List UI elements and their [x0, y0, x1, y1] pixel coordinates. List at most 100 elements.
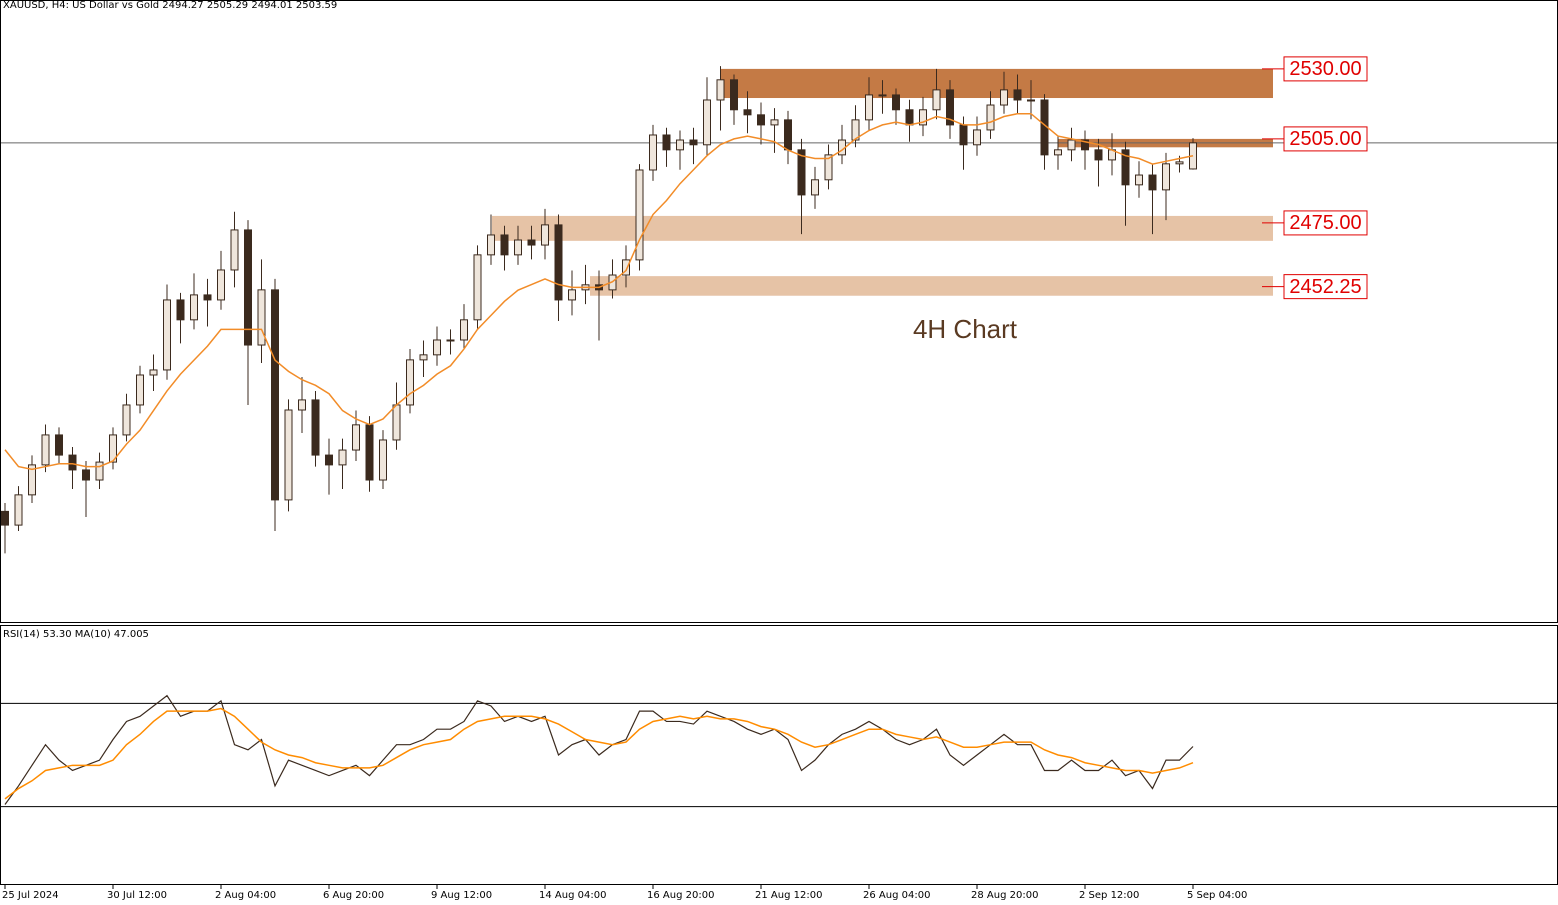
candle-body: [136, 374, 144, 406]
x-tick-label: 9 Aug 12:00: [431, 890, 492, 901]
candle-body: [514, 239, 522, 256]
x-tick-label: 2 Aug 04:00: [215, 890, 276, 901]
candle-body: [905, 109, 914, 126]
candle-body: [460, 319, 468, 341]
candle-body: [311, 399, 320, 456]
candle-body: [716, 79, 725, 101]
level-box: [1283, 126, 1368, 152]
level-box: [1283, 274, 1368, 300]
x-tick-label: 6 Aug 20:00: [323, 890, 384, 901]
candle-body: [689, 139, 698, 146]
zone: [590, 276, 1273, 296]
candle-body: [433, 339, 441, 356]
candle-body: [55, 434, 63, 456]
candle-body: [878, 94, 887, 97]
candle-body: [68, 454, 77, 471]
candle-body: [811, 179, 819, 196]
candle-body: [176, 299, 185, 321]
candle-body: [892, 94, 900, 111]
rsi-line: [4, 707, 1194, 800]
candle-body: [554, 224, 563, 301]
candle-body: [1000, 89, 1008, 106]
candle-body: [1027, 99, 1035, 102]
candle-body: [28, 464, 36, 496]
candle-body: [95, 461, 104, 481]
candle-body: [271, 289, 279, 501]
candle-body: [82, 469, 90, 481]
candle-body: [662, 134, 671, 151]
candle-body: [1135, 174, 1143, 186]
candle-body: [851, 119, 860, 141]
candle-body: [1081, 139, 1089, 151]
candle-body: [635, 169, 644, 261]
candle-body: [109, 434, 117, 463]
x-tick-label: 25 Jul 2024: [2, 890, 59, 901]
price-header: XAUUSD, H4: US Dollar vs Gold 2494.27 25…: [3, 0, 337, 11]
x-tick-label: 5 Sep 04:00: [1187, 890, 1247, 901]
candle-body: [406, 359, 414, 406]
candle-body: [392, 404, 401, 441]
candle-body: [1067, 139, 1076, 151]
candle-body: [1121, 149, 1130, 186]
candle-body: [379, 439, 387, 481]
level-label: 2452.25: [1289, 276, 1361, 298]
x-tick-label: 26 Aug 04:00: [863, 890, 930, 901]
candle-body: [41, 434, 50, 466]
candle-body: [338, 449, 347, 466]
candle-body: [244, 229, 252, 346]
level-box: [1283, 56, 1368, 82]
candle-body: [703, 99, 711, 146]
level-label: 2530.00: [1289, 58, 1361, 80]
level-label: 2505.00: [1289, 128, 1361, 150]
candle-body: [973, 129, 981, 146]
candle-body: [230, 229, 239, 271]
x-tick-label: 28 Aug 20:00: [971, 890, 1038, 901]
candle-body: [163, 299, 171, 371]
candle-body: [446, 339, 455, 342]
rsi-panel: [0, 625, 1558, 885]
zone: [492, 215, 1273, 241]
candle-body: [325, 454, 333, 466]
candle-body: [1175, 161, 1184, 165]
rsi-header: RSI(14) 53.30 MA(10) 47.005: [3, 629, 149, 640]
candle-body: [419, 354, 428, 361]
candle-body: [500, 234, 509, 256]
candle-body: [1, 510, 9, 526]
candle-body: [959, 124, 968, 146]
candle-body: [149, 369, 158, 376]
candle-body: [14, 494, 23, 526]
candle-body: [527, 239, 536, 246]
candle-body: [932, 89, 941, 111]
annotation: 4H Chart: [913, 314, 1018, 344]
candle-body: [743, 109, 752, 116]
x-tick-label: 30 Jul 12:00: [107, 890, 167, 901]
candle-body: [1094, 149, 1103, 161]
candle-body: [298, 399, 306, 411]
candle-body: [487, 234, 495, 256]
candle-body: [919, 109, 927, 126]
candle-body: [568, 289, 576, 301]
candle-body: [824, 154, 833, 181]
candle-body: [1054, 149, 1062, 156]
candle-body: [473, 254, 482, 321]
candle-body: [622, 259, 630, 276]
candle-body: [1148, 174, 1157, 191]
candle-body: [1013, 89, 1022, 101]
candle-body: [784, 119, 792, 151]
chart-layer: 2530.00 2505.00 2475.00 2452.25 25 Jul 2024 3…: [1, 56, 1557, 901]
candle-body: [986, 104, 995, 131]
candle-body: [122, 404, 131, 436]
x-tick-label: 16 Aug 20:00: [647, 890, 714, 901]
candle-body: [352, 424, 360, 451]
candle-body: [730, 79, 738, 111]
x-tick-label: 21 Aug 12:00: [755, 890, 822, 901]
candle-body: [284, 409, 293, 501]
candle-body: [541, 224, 549, 246]
candle-body: [676, 139, 684, 151]
level-box: [1283, 210, 1368, 236]
candle-body: [365, 424, 374, 481]
candle-body: [770, 119, 779, 126]
candle-body: [217, 269, 225, 301]
